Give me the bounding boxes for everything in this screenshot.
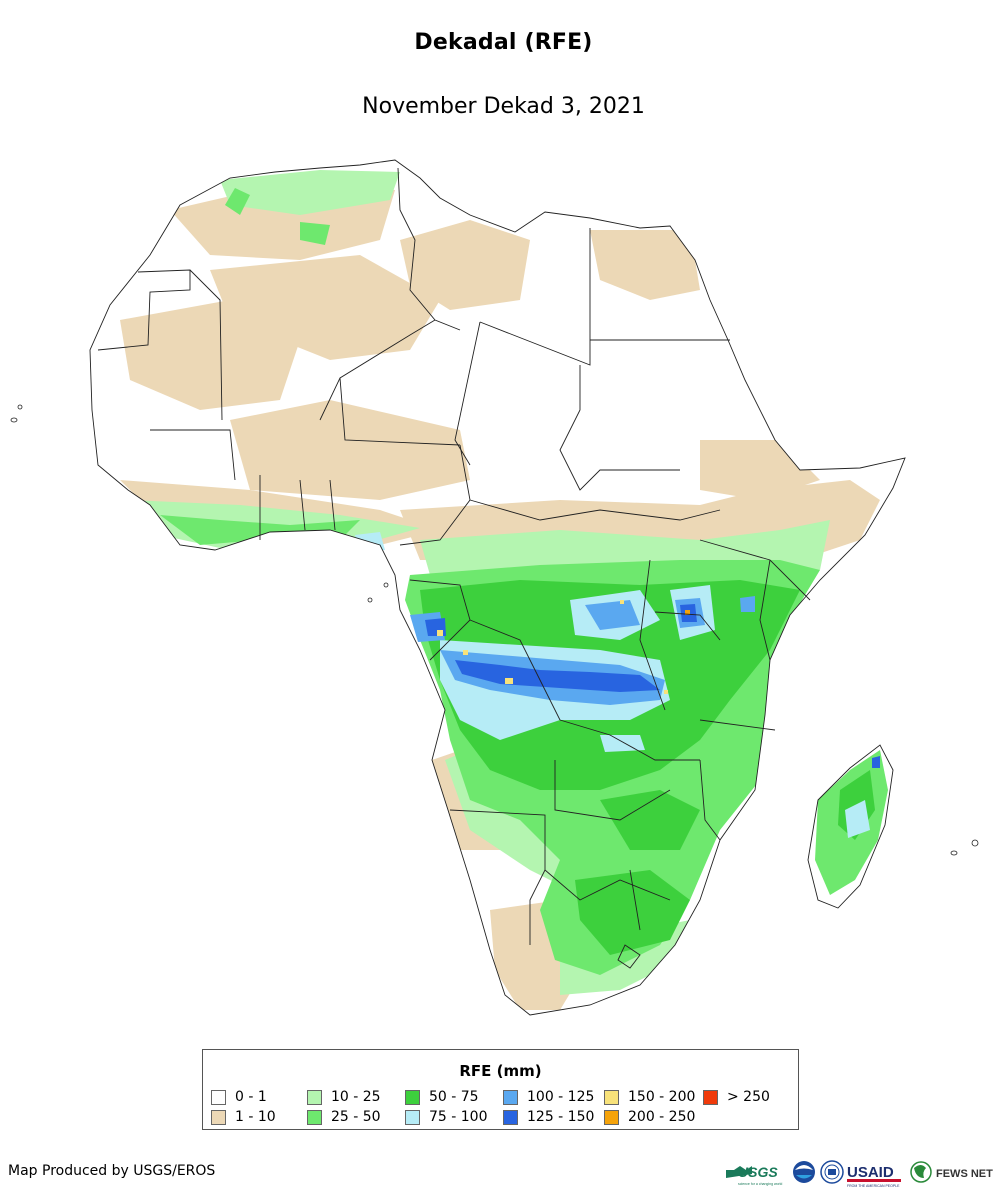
legend-label: 0 - 1 — [235, 1089, 267, 1105]
legend-label: > 250 — [727, 1089, 770, 1105]
legend-label: 1 - 10 — [235, 1109, 276, 1125]
legend-item: 100 - 125 — [503, 1089, 594, 1105]
doc-seal-icon — [820, 1160, 844, 1184]
usaid-logo-text: USAID — [847, 1164, 894, 1181]
africa-rainfall-map — [10, 159, 979, 1016]
usgs-logo-tagline: science for a changing world — [738, 1182, 782, 1186]
legend-label: 50 - 75 — [429, 1089, 479, 1105]
legend-label: 100 - 125 — [527, 1089, 595, 1105]
legend-item: 125 - 150 — [503, 1109, 594, 1125]
legend-swatch — [307, 1109, 322, 1125]
legend-item: 200 - 250 — [604, 1109, 695, 1125]
legend-label: 75 - 100 — [429, 1109, 488, 1125]
legend-swatch — [405, 1089, 420, 1105]
fewsnet-logo: FEWS NET — [910, 1161, 993, 1183]
map-subtitle: November Dekad 3, 2021 — [362, 94, 645, 119]
legend-label: 25 - 50 — [331, 1109, 381, 1125]
legend-swatch — [503, 1089, 518, 1105]
agency-logos: USGS science for a changing world USAID … — [726, 1160, 993, 1188]
usaid-logo: USAID FROM THE AMERICAN PEOPLE — [847, 1164, 901, 1188]
legend-label: 125 - 150 — [527, 1109, 595, 1125]
usgs-logo: USGS science for a changing world — [726, 1164, 782, 1186]
legend-label: 150 - 200 — [628, 1089, 696, 1105]
legend-label: 200 - 250 — [628, 1109, 696, 1125]
legend-item: 0 - 1 — [211, 1089, 267, 1105]
legend-swatch — [503, 1109, 518, 1125]
legend: RFE (mm) 0 - 1 1 - 10 10 - 25 25 - 50 50 - 7… — [202, 1049, 799, 1130]
legend-item: 25 - 50 — [307, 1109, 381, 1125]
country-borders — [89, 159, 906, 1016]
legend-swatch — [703, 1089, 718, 1105]
noaa-logo-icon — [793, 1161, 815, 1183]
fewsnet-logo-text: FEWS NET — [936, 1168, 993, 1180]
legend-swatch — [604, 1109, 619, 1125]
map-credit: Map Produced by USGS/EROS — [8, 1163, 216, 1179]
legend-swatch — [307, 1089, 322, 1105]
legend-item: > 250 — [703, 1089, 770, 1105]
usgs-logo-text: USGS — [738, 1164, 778, 1180]
legend-item: 75 - 100 — [405, 1109, 488, 1125]
legend-swatch — [211, 1089, 226, 1105]
legend-item: 10 - 25 — [307, 1089, 381, 1105]
legend-swatch — [604, 1089, 619, 1105]
legend-title: RFE (mm) — [459, 1062, 542, 1080]
legend-swatch — [405, 1109, 420, 1125]
legend-item: 50 - 75 — [405, 1089, 479, 1105]
legend-item: 1 - 10 — [211, 1109, 276, 1125]
map-title: Dekadal (RFE) — [414, 30, 593, 55]
legend-item: 150 - 200 — [604, 1089, 695, 1105]
usaid-logo-tagline: FROM THE AMERICAN PEOPLE — [847, 1184, 900, 1188]
legend-label: 10 - 25 — [331, 1089, 381, 1105]
legend-swatch — [211, 1109, 226, 1125]
rainfall-field — [90, 160, 905, 1015]
